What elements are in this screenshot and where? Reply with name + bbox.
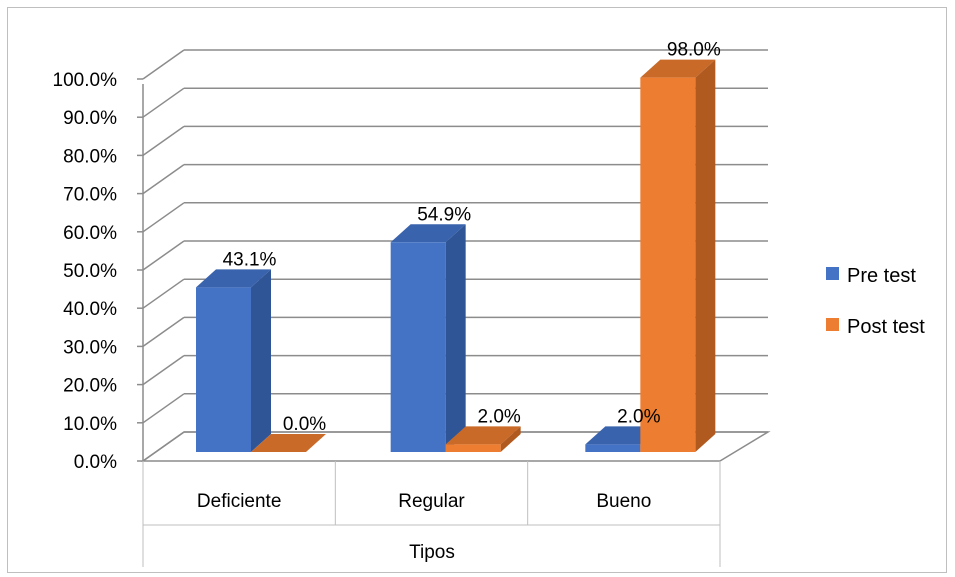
- bar-front: [196, 287, 251, 452]
- gridline-side-3: [142, 316, 185, 348]
- y-tick-label-6: 60.0%: [63, 223, 117, 244]
- bar-side: [251, 269, 271, 452]
- bar-post-test-deficiente: [251, 434, 326, 452]
- legend-label-pre-test: Pre test: [847, 265, 916, 287]
- x-tick-label-deficiente: Deficiente: [197, 491, 282, 512]
- gridline-side-4: [142, 278, 185, 309]
- gridline-side-10: [142, 49, 185, 80]
- legend-swatch-post-test: [826, 318, 839, 331]
- gridline-side-8: [142, 125, 185, 157]
- data-label-pre-test-regular: 54.9%: [417, 204, 471, 225]
- bar-post-test-bueno: [640, 59, 716, 452]
- bar-pre-test-regular: [390, 224, 466, 452]
- bar-post-test-regular: [445, 426, 521, 452]
- data-label-post-test-bueno: 98.0%: [667, 40, 721, 61]
- legend-swatch-pre-test: [826, 267, 839, 280]
- y-tick-label-7: 70.0%: [63, 185, 117, 206]
- data-labels: 43.1% 0.0% 54.9% 2.0% 2.0% 98.0%: [223, 40, 721, 435]
- x-axis-title: Tipos: [409, 542, 455, 563]
- chart-frame: [7, 7, 947, 573]
- y-tick-label-0: 0.0%: [74, 452, 117, 473]
- axes: 0.0% 10.0% 20.0% 30.0% 40.0% 50.0% 60.0% 70.0% 8…: [53, 70, 771, 567]
- y-tick-label-4: 40.0%: [63, 299, 117, 320]
- bar-front: [390, 242, 446, 452]
- legend: Pre test Post test: [826, 265, 925, 338]
- y-tick-label-3: 30.0%: [63, 337, 117, 358]
- bar-pre-test-deficiente: [196, 269, 271, 452]
- bar-top: [251, 434, 326, 452]
- bar-front: [585, 444, 641, 452]
- data-label-post-test-deficiente: 0.0%: [283, 414, 326, 435]
- bar-top: [445, 426, 521, 445]
- bar-side: [500, 426, 521, 452]
- y-tick-label-9: 90.0%: [63, 108, 117, 129]
- x-tick-label-regular: Regular: [398, 491, 465, 512]
- y-tick-label-2: 20.0%: [63, 376, 117, 397]
- x-tick-label-bueno: Bueno: [596, 491, 651, 512]
- gridline-side-6: [142, 202, 185, 233]
- bar-front: [640, 77, 696, 452]
- gridline-side-2: [142, 354, 185, 386]
- y-tick-label-1: 10.0%: [63, 414, 117, 435]
- data-label-pre-test-bueno: 2.0%: [617, 406, 660, 427]
- gridline-side-7: [142, 163, 185, 195]
- y-tick-label-8: 80.0%: [63, 146, 117, 167]
- bar-side: [445, 224, 466, 452]
- data-label-pre-test-deficiente: 43.1%: [223, 249, 277, 270]
- gridline-side-5: [142, 240, 185, 271]
- data-label-post-test-regular: 2.0%: [478, 406, 521, 427]
- bar-top: [640, 59, 716, 78]
- bar-top: [390, 224, 466, 243]
- bar-side: [695, 59, 716, 452]
- bar-top: [196, 269, 271, 288]
- y-tick-label-10: 100.0%: [53, 70, 118, 91]
- bar-front: [445, 444, 501, 452]
- legend-label-post-test: Post test: [847, 316, 925, 338]
- gridline-side-1: [142, 393, 185, 424]
- gridline-side-9: [142, 87, 185, 118]
- bars: [196, 59, 716, 452]
- y-tick-label-5: 50.0%: [63, 261, 117, 282]
